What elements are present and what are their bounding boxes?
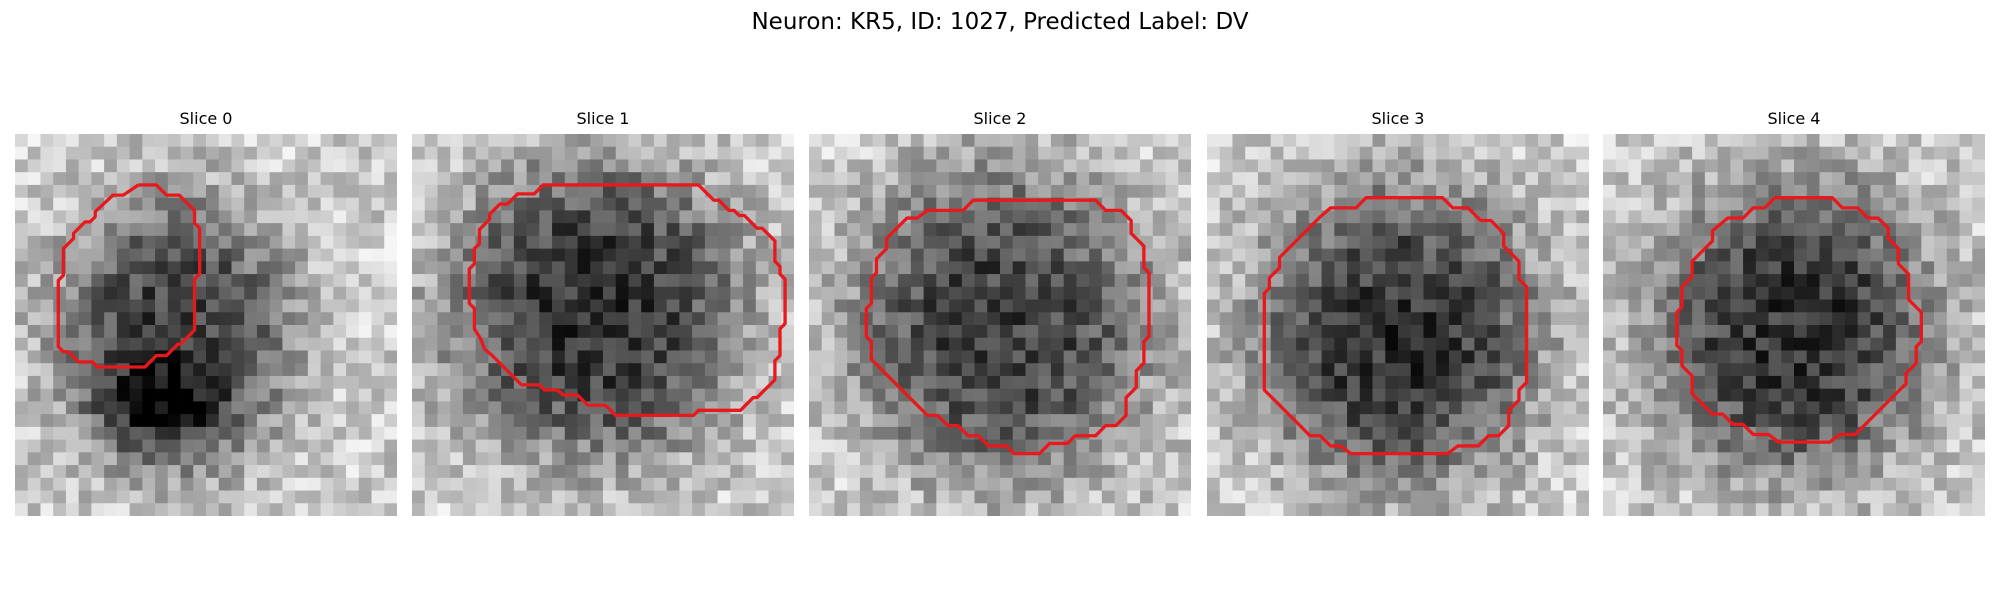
- slice-panel-0: Slice 0: [15, 104, 397, 516]
- slice-image: [1207, 134, 1589, 516]
- slice-panel-1: Slice 1: [412, 104, 794, 516]
- roi-contour: [1262, 196, 1529, 456]
- roi-contour: [467, 183, 787, 418]
- slice-image: [809, 134, 1191, 516]
- pixel-grid: [1207, 134, 1589, 516]
- roi-contour: [864, 198, 1151, 456]
- slice-image: [1603, 134, 1985, 516]
- slice-title: Slice 0: [179, 109, 233, 128]
- pixel-grid: [809, 134, 1191, 516]
- slice-panel-4: Slice 4: [1603, 104, 1985, 516]
- pixel-grid: [1603, 134, 1985, 516]
- slice-image: [15, 134, 397, 516]
- roi-contour: [56, 183, 202, 369]
- pixel-grid: [15, 134, 397, 516]
- slice-image: [412, 134, 794, 516]
- slice-title: Slice 3: [1371, 109, 1425, 128]
- slice-title: Slice 4: [1767, 109, 1821, 128]
- slice-title: Slice 1: [576, 109, 630, 128]
- slice-panel-3: Slice 3: [1207, 104, 1589, 516]
- slice-title: Slice 2: [973, 109, 1027, 128]
- figure-title: Neuron: KR5, ID: 1027, Predicted Label: …: [751, 9, 1249, 35]
- roi-contour: [1675, 196, 1923, 444]
- slice-panel-2: Slice 2: [809, 104, 1191, 516]
- pixel-grid: [412, 134, 794, 516]
